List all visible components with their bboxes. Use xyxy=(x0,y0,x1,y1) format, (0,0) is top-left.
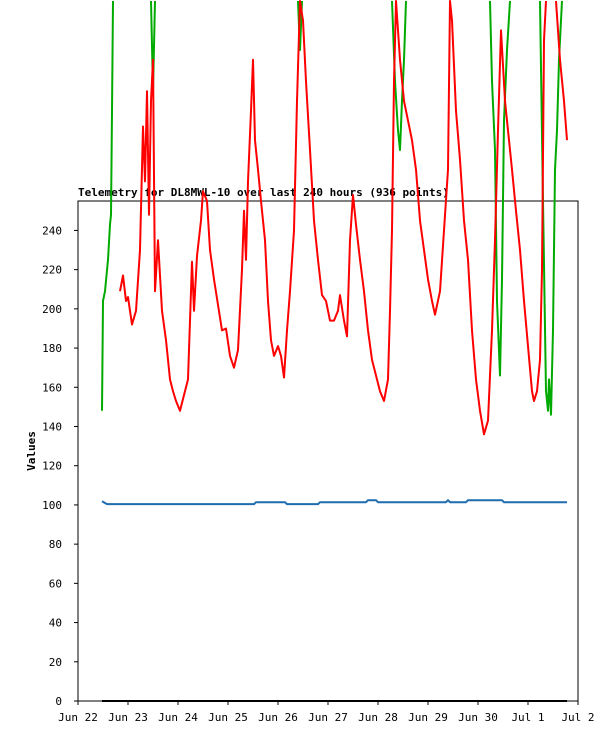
series-line xyxy=(101,499,567,506)
chart-title: Telemetry for DL8MWL-10 over last 240 ho… xyxy=(78,186,449,199)
y-tick-label: 140 xyxy=(42,420,62,433)
y-tick-label: 40 xyxy=(49,617,62,630)
y-tick-label: 220 xyxy=(42,264,62,277)
x-tick-label: Jul 1 xyxy=(511,711,544,724)
x-tick-label: Jun 26 xyxy=(258,711,298,724)
series-line xyxy=(101,0,563,416)
x-tick-label: Jun 29 xyxy=(408,711,448,724)
y-tick-label: 80 xyxy=(49,538,62,551)
y-tick-label: 160 xyxy=(42,381,62,394)
y-axis-label: Values xyxy=(25,431,38,471)
x-tick-label: Jun 28 xyxy=(358,711,398,724)
y-tick-label: 240 xyxy=(42,224,62,237)
y-tick-label: 20 xyxy=(49,656,62,669)
x-tick-label: Jun 27 xyxy=(308,711,348,724)
y-tick-label: 200 xyxy=(42,303,62,316)
series-line xyxy=(119,0,568,436)
x-tick-label: Jun 22 xyxy=(58,711,98,724)
x-tick-label: Jun 23 xyxy=(108,711,148,724)
y-tick-label: 120 xyxy=(42,460,62,473)
y-tick-label: 60 xyxy=(49,577,62,590)
x-tick-label: Jun 24 xyxy=(158,711,198,724)
x-tick-label: Jun 25 xyxy=(208,711,248,724)
y-tick-label: 180 xyxy=(42,342,62,355)
x-tick-label: Jun 30 xyxy=(458,711,498,724)
y-tick-label: 100 xyxy=(42,499,62,512)
x-tick-label: Jul 2 xyxy=(561,711,594,724)
y-tick-label: 0 xyxy=(55,695,62,708)
